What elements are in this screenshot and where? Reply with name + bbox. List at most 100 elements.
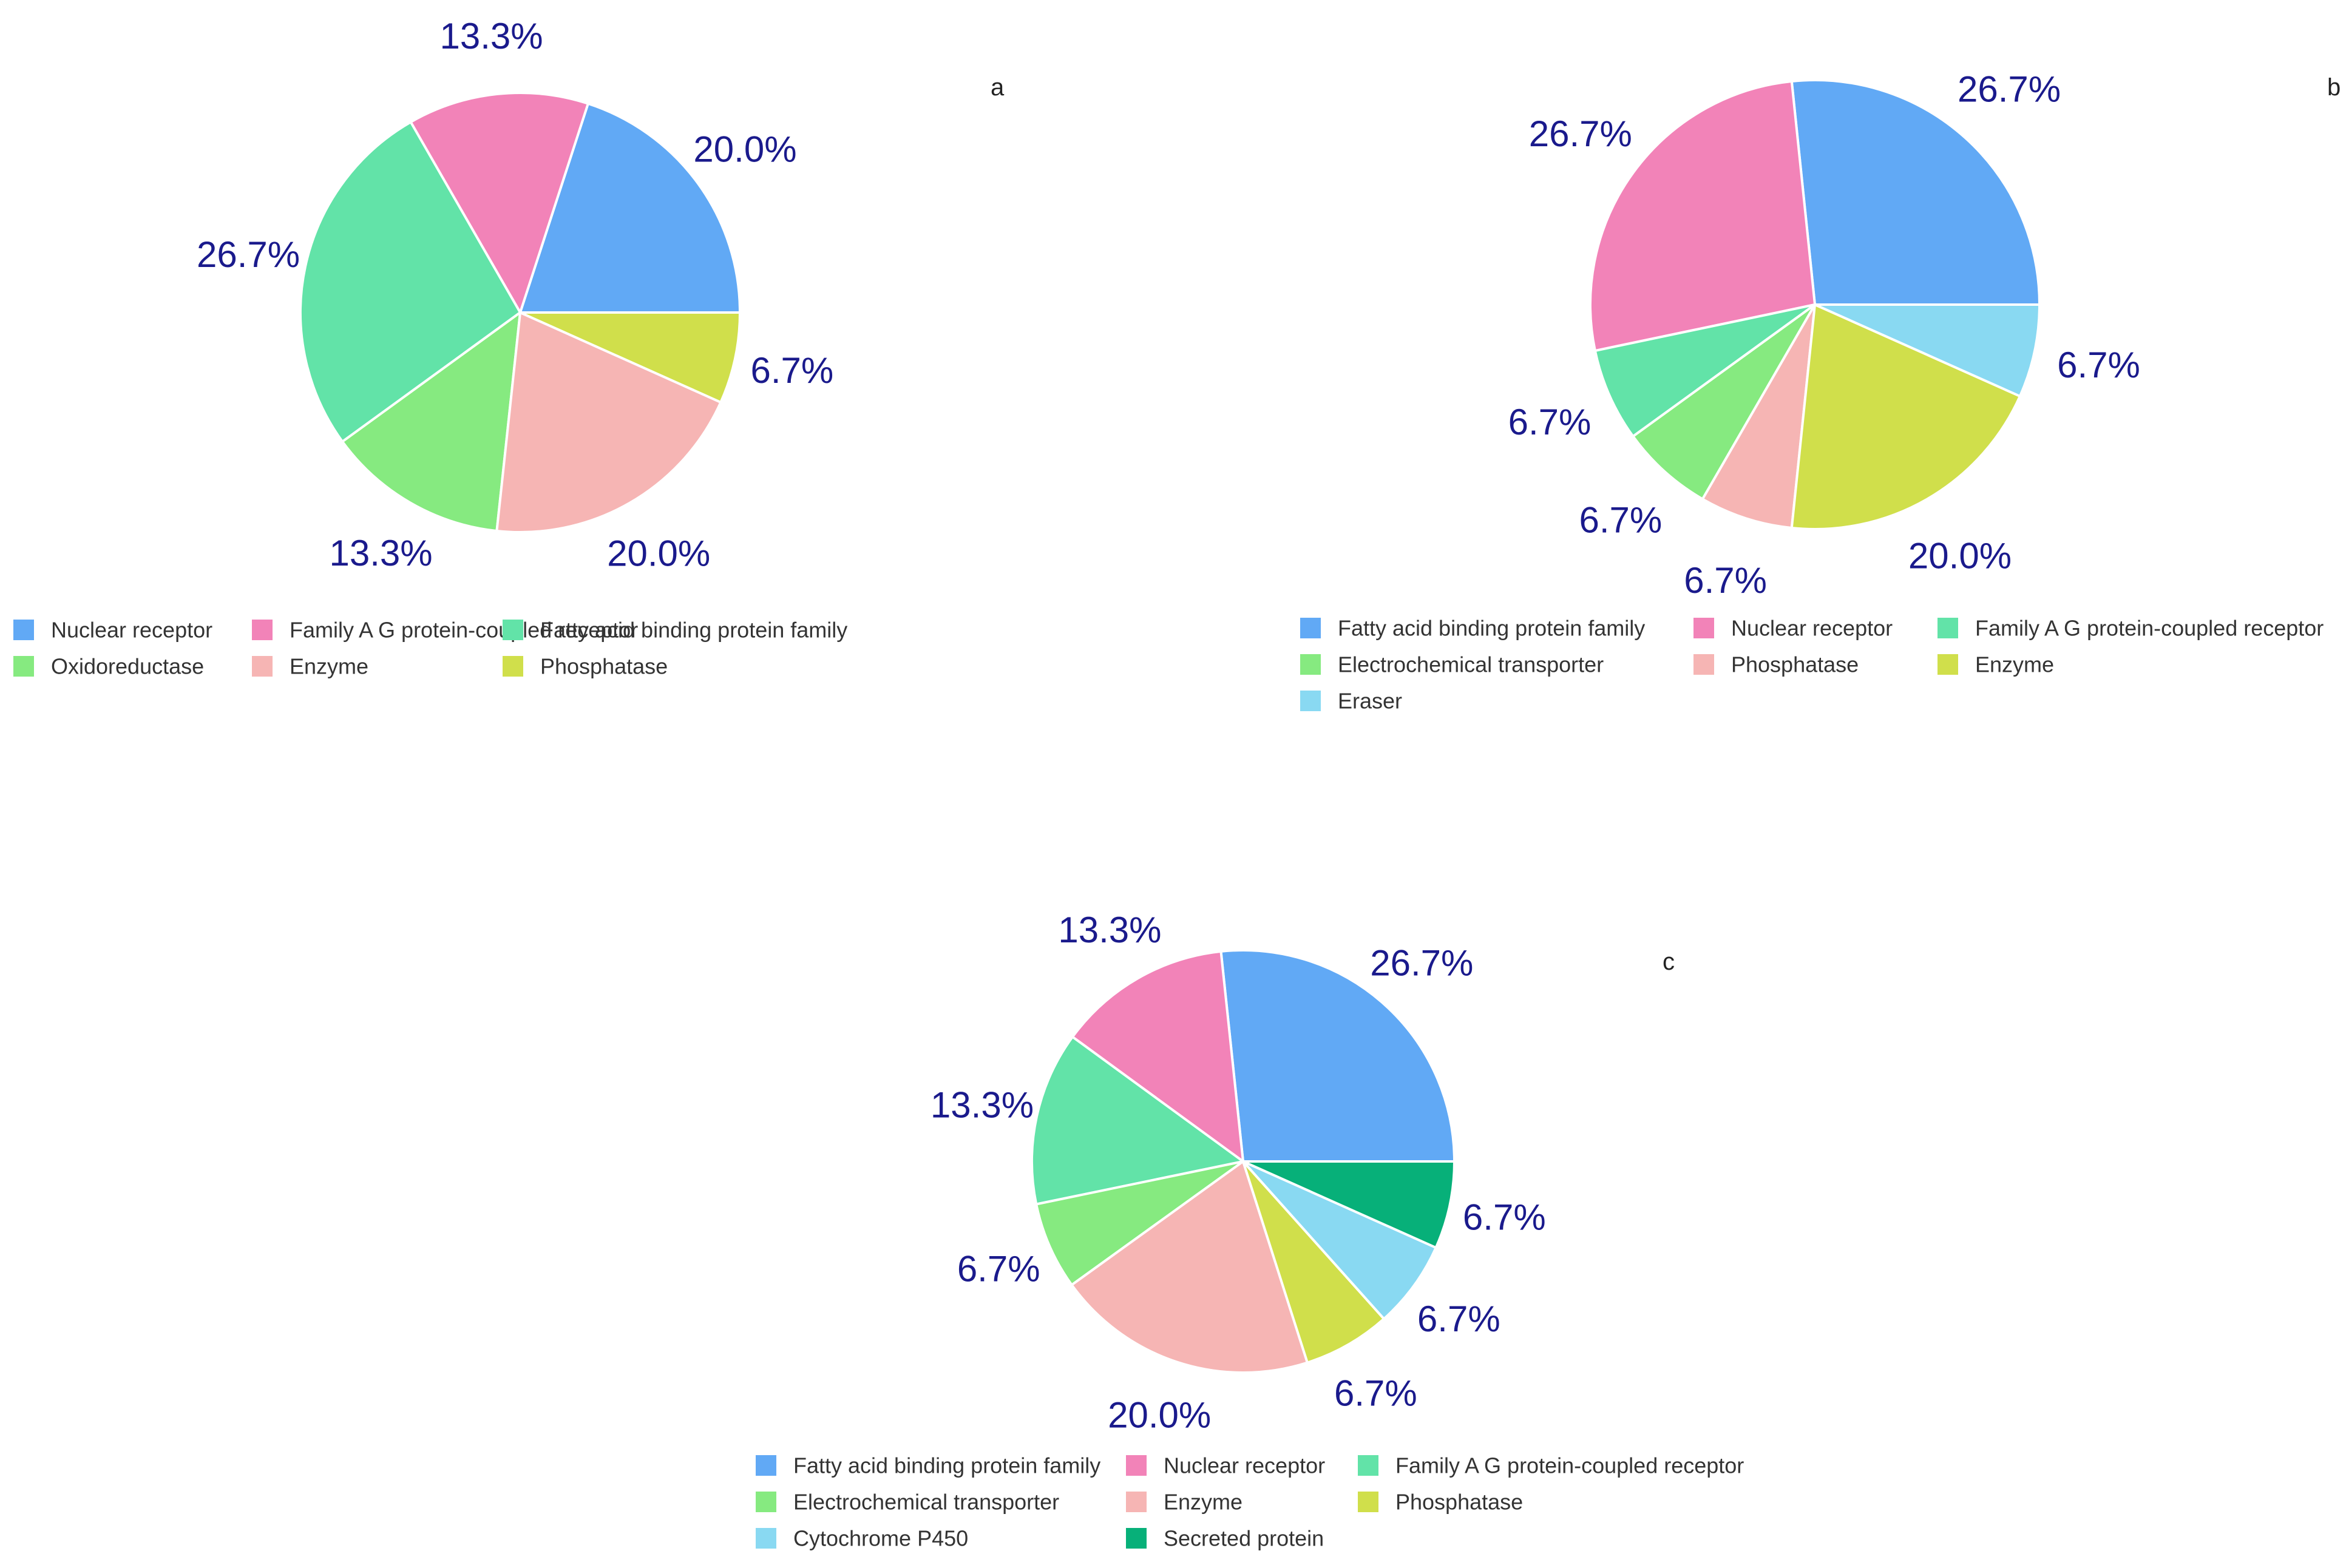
pie-b-legend-label-phosphatase: Phosphatase (1731, 652, 1859, 677)
pie-b-data-label-fatty-acid-binding-protein-family: 26.7% (1958, 69, 2061, 110)
pie-a-legend-label-family-a-g-protein-coupled-receptor: Family A G protein-coupled receptor (290, 618, 638, 643)
pie-c-legend-label-enzyme: Enzyme (1164, 1490, 1242, 1515)
pie-c-legend-label-nuclear-receptor: Nuclear receptor (1164, 1453, 1325, 1478)
pie-a-slice-fatty-acid-binding-protein-family (299, 120, 522, 444)
pie-c-legend-label-electrochemical-transporter: Electrochemical transporter (793, 1490, 1059, 1515)
pie-b-legend: Fatty acid binding protein family Nuclear… (1300, 616, 2324, 714)
pie-c-data-label-nuclear-receptor: 13.3% (1058, 910, 1161, 950)
pie-a-slices (299, 92, 742, 533)
pie-c-legend-swatch-cytochrome-p450 (756, 1528, 776, 1549)
pie-b-slice-enzyme (1790, 303, 2022, 530)
pie-c-legend-label-cytochrome-p450: Cytochrome P450 (793, 1526, 968, 1551)
pie-c-slice-secreted-protein (1242, 1160, 1456, 1249)
pie-a-slice-oxidoreductase (341, 309, 522, 533)
pie-b-data-label-phosphatase: 6.7% (1684, 560, 1767, 601)
panel-label-a: a (991, 74, 1005, 101)
pie-a-legend-label-phosphatase: Phosphatase (540, 654, 668, 679)
pie-c-slice-electrochemical-transporter (1034, 1160, 1244, 1287)
pie-c-legend: Fatty acid binding protein family Nuclear… (756, 1453, 1744, 1551)
pie-b-legend-swatch-eraser (1300, 691, 1321, 711)
pie-b-slice-nuclear-receptor (1589, 79, 1817, 353)
pie-b-data-labels: 26.7% 26.7% 6.7% 6.7% 6.7% 20.0% 6.7% (1508, 69, 2140, 601)
pie-a-data-label-fatty-acid-binding-protein-family: 26.7% (197, 234, 300, 275)
pie-a-data-labels: 20.0% 13.3% 26.7% 13.3% 20.0% 6.7% (197, 16, 833, 574)
pie-c-data-label-electrochemical-transporter: 6.7% (957, 1249, 1040, 1289)
pie-a-legend-label-enzyme: Enzyme (290, 654, 368, 679)
pie-c-legend-swatch-family-a-g-protein-coupled-receptor (1358, 1455, 1378, 1476)
pie-c-data-label-cytochrome-p450: 6.7% (1417, 1299, 1500, 1339)
pie-a-legend-swatch-fatty-acid-binding-protein-family (503, 620, 523, 640)
pie-b-legend-swatch-enzyme (1937, 654, 1958, 675)
pie-c-slice-fatty-acid-binding-protein-family (1219, 949, 1456, 1163)
pie-b-slice-family-a-g-protein-coupled-receptor (1593, 303, 1816, 438)
pie-c-legend-label-phosphatase: Phosphatase (1395, 1490, 1523, 1515)
pie-b-data-label-family-a-g-protein-coupled-receptor: 6.7% (1508, 402, 1592, 442)
pie-c-legend-swatch-nuclear-receptor (1126, 1455, 1147, 1476)
pie-b-slices (1589, 79, 2041, 530)
pie-b-legend-label-electrochemical-transporter: Electrochemical transporter (1338, 652, 1604, 677)
pie-b-slice-phosphatase (1701, 304, 1816, 530)
pie-b-data-label-nuclear-receptor: 26.7% (1529, 113, 1632, 154)
pie-c-slice-family-a-g-protein-coupled-receptor (1031, 1035, 1246, 1206)
pie-b-legend-swatch-family-a-g-protein-coupled-receptor (1937, 618, 1958, 638)
pie-c-legend-label-secreted-protein: Secreted protein (1164, 1526, 1324, 1551)
pie-b-data-label-eraser: 6.7% (2057, 345, 2140, 385)
pie-c-slices (1031, 949, 1456, 1374)
pie-c-slice-phosphatase (1242, 1160, 1386, 1365)
pie-a-legend-swatch-phosphatase (503, 656, 523, 677)
pie-a-data-label-oxidoreductase: 13.3% (330, 533, 433, 573)
pie-c-legend-swatch-phosphatase (1358, 1492, 1378, 1512)
pie-a-slice-enzyme (495, 311, 723, 533)
pie-b-legend-label-nuclear-receptor: Nuclear receptor (1731, 616, 1893, 641)
pie-panel-b: b 26.7% 26.7% 6.7% 6.7% 6.7% 20.0% 6.7% Fatty … (1300, 69, 2341, 714)
pie-c-data-label-secreted-protein: 6.7% (1463, 1197, 1546, 1237)
pie-b-legend-swatch-fatty-acid-binding-protein-family (1300, 618, 1321, 638)
pie-b-data-label-enzyme: 20.0% (1908, 536, 2012, 576)
pie-a-data-label-nuclear-receptor: 20.0% (693, 129, 796, 169)
pie-panel-a: a 20.0% 13.3% 26.7% 13.3% 20.0% 6.7% Nuclear … (13, 16, 1005, 679)
pie-b-legend-swatch-phosphatase (1693, 654, 1714, 675)
pie-b-legend-label-fatty-acid-binding-protein-family: Fatty acid binding protein family (1338, 616, 1645, 641)
pie-a-data-label-enzyme: 20.0% (607, 533, 710, 574)
panel-label-b: b (2327, 74, 2341, 101)
pie-b-legend-label-family-a-g-protein-coupled-receptor: Family A G protein-coupled receptor (1975, 616, 2324, 641)
pie-b-legend-label-eraser: Eraser (1338, 689, 1402, 714)
pie-c-data-label-fatty-acid-binding-protein-family: 26.7% (1370, 943, 1473, 984)
pie-a-data-label-phosphatase: 6.7% (751, 350, 834, 391)
pie-a-slice-phosphatase (520, 311, 742, 404)
pie-c-legend-swatch-enzyme (1126, 1492, 1147, 1512)
pie-a-legend: Nuclear receptor Family A G protein-coupl… (13, 618, 847, 679)
pie-c-slice-nuclear-receptor (1071, 950, 1245, 1164)
pie-b-legend-swatch-electrochemical-transporter (1300, 654, 1321, 675)
pie-c-data-label-family-a-g-protein-coupled-receptor: 13.3% (931, 1084, 1034, 1125)
pie-a-legend-swatch-enzyme (252, 656, 273, 677)
pie-c-legend-swatch-secreted-protein (1126, 1528, 1147, 1549)
pie-a-legend-swatch-family-a-g-protein-coupled-receptor (252, 620, 273, 640)
pie-b-slice-eraser (1814, 303, 2041, 398)
pie-a-slice-family-a-g-protein-coupled-receptor (409, 92, 590, 316)
pie-c-legend-swatch-fatty-acid-binding-protein-family (756, 1455, 776, 1476)
pie-c-legend-label-family-a-g-protein-coupled-receptor: Family A G protein-coupled receptor (1395, 1453, 1744, 1478)
pie-a-legend-swatch-nuclear-receptor (13, 620, 34, 640)
pie-b-slice-electrochemical-transporter (1631, 303, 1816, 501)
pie-a-legend-label-oxidoreductase: Oxidoreductase (51, 654, 204, 679)
pie-c-data-label-enzyme: 20.0% (1108, 1394, 1211, 1435)
pie-c-data-label-phosphatase: 6.7% (1334, 1373, 1417, 1414)
pie-b-legend-label-enzyme: Enzyme (1975, 652, 2054, 677)
pie-panel-c: c 26.7%13.3%13.3%6.7%20.0%6.7%6.7%6.7% F… (756, 910, 1744, 1551)
pie-b-legend-swatch-nuclear-receptor (1693, 618, 1714, 638)
pie-a-legend-label-nuclear-receptor: Nuclear receptor (51, 618, 212, 643)
pie-c-data-labels: 26.7%13.3%13.3%6.7%20.0%6.7%6.7%6.7% (931, 910, 1546, 1435)
pie-c-legend-swatch-electrochemical-transporter (756, 1492, 776, 1512)
pie-c-legend-label-fatty-acid-binding-protein-family: Fatty acid binding protein family (793, 1453, 1100, 1478)
pie-a-data-label-family-a-g-protein-coupled-receptor: 13.3% (440, 16, 543, 56)
pie-c-slice-enzyme (1070, 1159, 1309, 1374)
pie-b-slice-fatty-acid-binding-protein-family (1790, 79, 2041, 306)
pie-a-legend-swatch-oxidoreductase (13, 656, 34, 677)
pie-c-slice-cytochrome-p450 (1242, 1160, 1438, 1321)
pie-a-slice-nuclear-receptor (518, 102, 742, 314)
pie-b-data-label-electrochemical-transporter: 6.7% (1579, 500, 1663, 541)
panel-label-c: c (1663, 948, 1675, 975)
pie-a-legend-label-fatty-acid-binding-protein-family: Fatty acid binding protein family (540, 618, 847, 643)
